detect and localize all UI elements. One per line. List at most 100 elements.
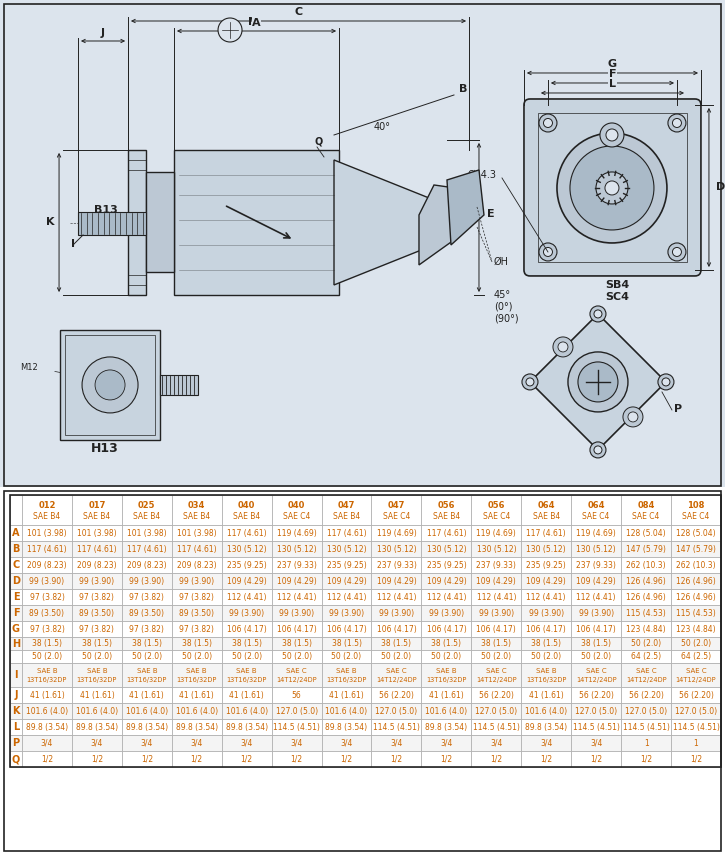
Text: 13T16/32DP: 13T16/32DP [526, 677, 566, 683]
Bar [10, 541, 22, 557]
Text: 119 (4.69): 119 (4.69) [576, 528, 616, 538]
Bar [172, 663, 222, 687]
Bar [122, 687, 172, 703]
Text: 130 (5.12): 130 (5.12) [476, 545, 516, 554]
Text: 127.0 (5.0): 127.0 (5.0) [625, 706, 667, 716]
Text: 117 (4.61): 117 (4.61) [426, 528, 466, 538]
Text: 130 (5.12): 130 (5.12) [327, 545, 366, 554]
Text: 3/4: 3/4 [540, 739, 552, 747]
Text: 109 (4.29): 109 (4.29) [327, 577, 366, 586]
Bar [72, 663, 122, 687]
Bar [421, 735, 471, 751]
Text: 38 (1.5): 38 (1.5) [182, 640, 212, 648]
Text: 127.0 (5.0): 127.0 (5.0) [476, 706, 518, 716]
Text: 209 (8.23): 209 (8.23) [27, 561, 67, 569]
Text: 012: 012 [38, 501, 56, 510]
Bar [172, 605, 222, 622]
Bar [571, 557, 621, 573]
Text: 50 (2.0): 50 (2.0) [531, 652, 561, 661]
Text: 101 (3.98): 101 (3.98) [27, 528, 67, 538]
Bar [272, 495, 322, 525]
Bar [521, 495, 571, 525]
Text: 3/4: 3/4 [390, 739, 402, 747]
Text: C: C [12, 560, 20, 570]
Text: 262 (10.3): 262 (10.3) [676, 561, 716, 569]
Text: 13T16/32DP: 13T16/32DP [177, 677, 217, 683]
Bar [172, 622, 222, 637]
Bar [322, 735, 371, 751]
Bar [322, 495, 371, 525]
Text: 50 (2.0): 50 (2.0) [82, 652, 112, 661]
Text: 64 (2.5): 64 (2.5) [681, 652, 711, 661]
Text: 41 (1.61): 41 (1.61) [429, 691, 464, 699]
Bar [471, 541, 521, 557]
Text: 119 (4.69): 119 (4.69) [376, 528, 416, 538]
Circle shape [544, 119, 552, 127]
Bar [222, 589, 272, 605]
Text: SAE C4: SAE C4 [483, 512, 510, 522]
Text: K: K [46, 217, 54, 227]
Text: 127.0 (5.0): 127.0 (5.0) [575, 706, 617, 716]
Bar [621, 735, 671, 751]
Text: 3/4: 3/4 [340, 739, 353, 747]
Text: 112 (4.41): 112 (4.41) [526, 593, 566, 602]
Text: SAE B: SAE B [236, 668, 257, 674]
Text: 89.8 (3.54): 89.8 (3.54) [326, 722, 368, 732]
Circle shape [568, 352, 628, 412]
Bar [521, 751, 571, 767]
Text: L: L [609, 79, 616, 89]
Text: SAE C: SAE C [586, 668, 607, 674]
Bar [10, 735, 22, 751]
Bar [621, 525, 671, 541]
Bar [471, 650, 521, 663]
Text: 237 (9.33): 237 (9.33) [476, 561, 516, 569]
Text: 41 (1.61): 41 (1.61) [329, 691, 364, 699]
Text: SAE C: SAE C [486, 668, 507, 674]
Bar [471, 703, 521, 719]
Text: E: E [487, 209, 494, 220]
Text: P: P [12, 738, 20, 748]
Bar [371, 735, 421, 751]
Text: I: I [71, 239, 75, 249]
Circle shape [590, 442, 606, 458]
Text: 97 (3.82): 97 (3.82) [30, 625, 65, 634]
Bar [371, 687, 421, 703]
Bar [10, 751, 22, 767]
Bar [621, 557, 671, 573]
Text: 209 (8.23): 209 (8.23) [177, 561, 217, 569]
Circle shape [596, 172, 628, 204]
Bar [571, 650, 621, 663]
Text: 106 (4.17): 106 (4.17) [426, 625, 466, 634]
Text: H: H [12, 639, 20, 649]
Text: 101 (3.98): 101 (3.98) [177, 528, 217, 538]
Text: SAE C: SAE C [386, 668, 407, 674]
Text: 56 (2.20): 56 (2.20) [379, 691, 414, 699]
Text: SAE B4: SAE B4 [133, 512, 160, 522]
Text: 237 (9.33): 237 (9.33) [277, 561, 317, 569]
Text: 97 (3.82): 97 (3.82) [30, 593, 65, 602]
Bar [671, 703, 721, 719]
Text: 235 (9.25): 235 (9.25) [526, 561, 566, 569]
Bar [128, 150, 146, 295]
Text: 115 (4.53): 115 (4.53) [626, 609, 666, 617]
Text: 127.0 (5.0): 127.0 (5.0) [376, 706, 418, 716]
Text: 128 (5.04): 128 (5.04) [676, 528, 716, 538]
Bar [272, 525, 322, 541]
Circle shape [605, 181, 619, 195]
Text: 1/2: 1/2 [41, 755, 53, 764]
Bar [421, 573, 471, 589]
Text: SAE B4: SAE B4 [83, 512, 110, 522]
Text: 97 (3.82): 97 (3.82) [129, 593, 165, 602]
Text: 3/4: 3/4 [241, 739, 253, 747]
Circle shape [544, 247, 552, 256]
Text: 14T12/24DP: 14T12/24DP [626, 677, 666, 683]
Circle shape [668, 114, 686, 132]
Text: 50 (2.0): 50 (2.0) [182, 652, 212, 661]
Text: 101.6 (4.0): 101.6 (4.0) [26, 706, 68, 716]
Bar [22, 589, 72, 605]
Text: 126 (4.96): 126 (4.96) [626, 593, 666, 602]
Bar [10, 557, 22, 573]
Bar [72, 719, 122, 735]
Text: J: J [101, 28, 105, 38]
Bar [671, 495, 721, 525]
